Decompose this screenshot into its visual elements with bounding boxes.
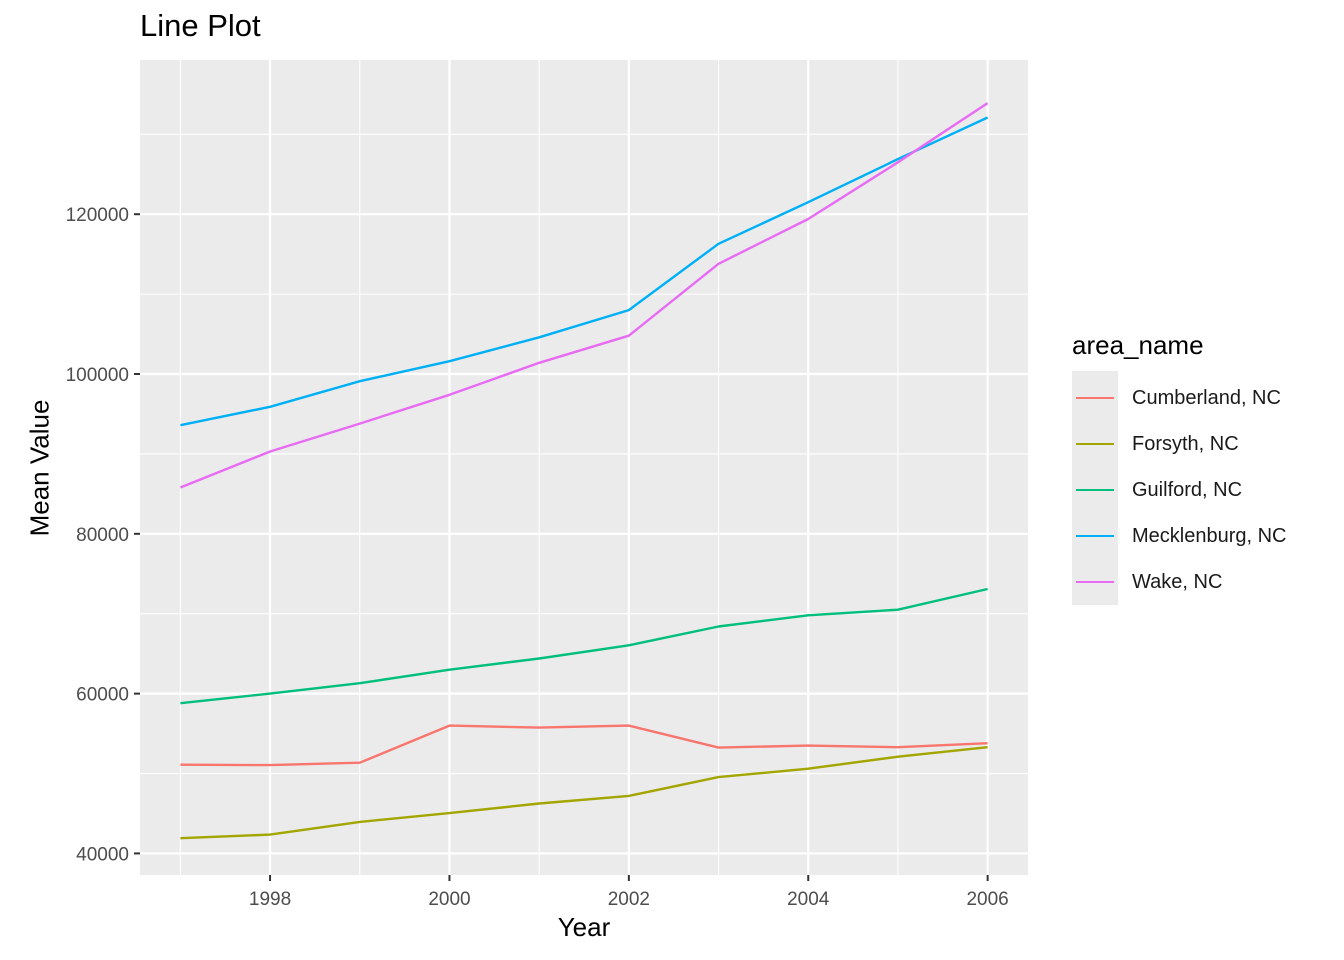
legend-key bbox=[1072, 421, 1118, 467]
legend-swatch bbox=[1076, 443, 1114, 445]
legend-swatch bbox=[1076, 397, 1114, 399]
legend-key bbox=[1072, 371, 1118, 421]
x-tick-label: 2004 bbox=[787, 889, 830, 910]
series-line-guilford-nc bbox=[180, 587, 988, 705]
legend-label: Mecklenburg, NC bbox=[1132, 524, 1287, 547]
series-line-mecklenburg-nc bbox=[180, 116, 989, 427]
y-tick-label: 120000 bbox=[66, 205, 129, 226]
y-tick-label: 60000 bbox=[76, 685, 129, 706]
x-axis-label: Year bbox=[557, 912, 611, 942]
legend-item-guilford-nc: Guilford, NC bbox=[1072, 467, 1287, 513]
legend-item-mecklenburg-nc: Mecklenburg, NC bbox=[1072, 513, 1287, 559]
legend-key bbox=[1072, 559, 1118, 605]
legend-item-cumberland-nc: Cumberland, NC bbox=[1072, 371, 1287, 421]
y-tick-label: 40000 bbox=[76, 844, 129, 865]
series-line-forsyth-nc bbox=[180, 746, 988, 840]
y-tick-label: 100000 bbox=[66, 365, 129, 386]
legend-title: area_name bbox=[1072, 330, 1204, 360]
legend-item-forsyth-nc: Forsyth, NC bbox=[1072, 421, 1287, 467]
minor-gridlines bbox=[140, 60, 1028, 875]
series-line-cumberland-nc bbox=[180, 724, 988, 767]
series-line-wake-nc bbox=[179, 102, 989, 489]
chart-title: Line Plot bbox=[140, 8, 261, 43]
series-lines bbox=[179, 102, 989, 840]
y-axis-label: Mean Value bbox=[24, 399, 55, 537]
legend-swatch bbox=[1076, 489, 1114, 491]
x-tick-label: 2006 bbox=[966, 889, 1008, 910]
legend-keys: Cumberland, NC Forsyth, NC Guilford, NC Mec… bbox=[1072, 371, 1287, 605]
x-tick-label: 2000 bbox=[428, 889, 470, 910]
legend-swatch bbox=[1076, 581, 1114, 583]
legend-label: Cumberland, NC bbox=[1132, 386, 1281, 409]
legend-label: Guilford, NC bbox=[1132, 478, 1243, 501]
x-tick-label: 2002 bbox=[608, 889, 650, 910]
legend-key bbox=[1072, 467, 1118, 513]
legend-label: Wake, NC bbox=[1132, 570, 1223, 593]
y-tick-label: 80000 bbox=[76, 525, 129, 546]
panel-background bbox=[140, 60, 1028, 875]
legend-key bbox=[1072, 513, 1118, 559]
y-axis: 40000 60000 80000 100000 120000 bbox=[66, 205, 140, 865]
legend: area_name Cumberland, NC Forsyth, NC Guilf… bbox=[1072, 330, 1287, 605]
legend-swatch bbox=[1076, 535, 1114, 537]
x-axis: 1998 2000 2002 2004 2006 bbox=[249, 875, 1009, 910]
legend-label: Forsyth, NC bbox=[1132, 432, 1239, 455]
x-tick-label: 1998 bbox=[249, 889, 291, 910]
major-gridlines bbox=[140, 60, 1028, 875]
legend-item-wake-nc: Wake, NC bbox=[1072, 559, 1287, 605]
